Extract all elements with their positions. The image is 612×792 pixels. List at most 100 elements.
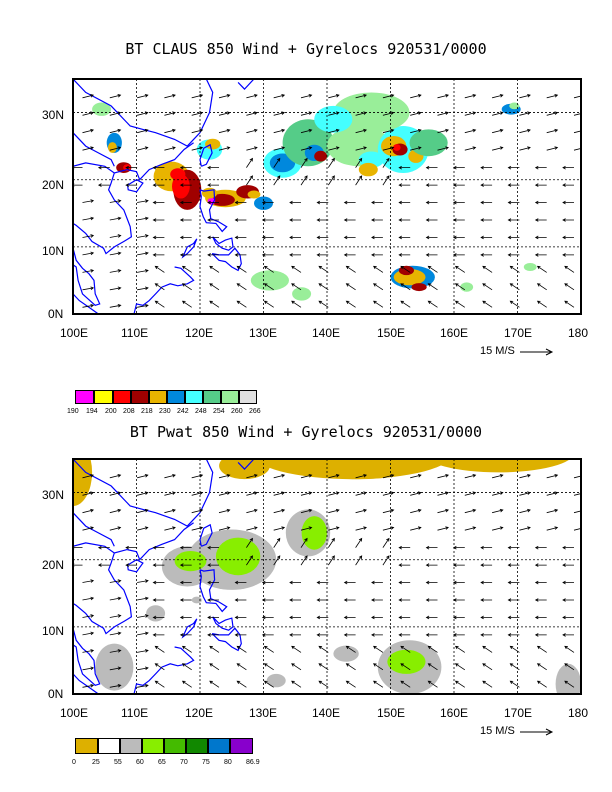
shaded-region <box>215 537 261 576</box>
wind-vector <box>125 545 138 550</box>
wind-vector <box>507 183 520 187</box>
wind-vector <box>564 680 575 688</box>
lon-label: 110E <box>121 706 149 720</box>
coastline <box>211 627 242 652</box>
wind-vector <box>534 200 547 205</box>
shaded-region <box>387 649 426 674</box>
wind-vector <box>300 175 308 186</box>
legend-swatch <box>186 738 208 754</box>
legend-label: 70 <box>180 759 188 766</box>
legend-label: 208 <box>123 408 135 415</box>
legend-swatch <box>142 738 164 754</box>
wind-vector <box>464 128 477 134</box>
wind-vector <box>328 111 340 116</box>
coastline <box>211 247 242 272</box>
wind-vector <box>109 146 122 151</box>
wind-vector <box>507 615 520 620</box>
wind-vector <box>327 175 335 186</box>
wind-vector <box>546 474 559 479</box>
wind-vector <box>534 183 547 187</box>
wind-vector <box>289 253 301 257</box>
wind-vector <box>355 491 368 496</box>
wind-vector <box>562 218 574 222</box>
wind-vector <box>236 645 247 653</box>
wind-vector <box>234 615 247 620</box>
panel2-field <box>73 459 581 694</box>
shaded-region <box>219 459 270 480</box>
wind-vector <box>207 218 219 222</box>
wind-vector <box>236 663 247 671</box>
wind-vector <box>82 304 95 308</box>
wind-vector <box>425 235 438 240</box>
legend-label: 60 <box>136 759 144 766</box>
wind-vector <box>97 563 110 567</box>
wind-vector <box>152 580 165 585</box>
wind-vector <box>246 157 253 168</box>
wind-vector <box>263 283 274 291</box>
wind-vector <box>382 537 390 548</box>
wind-vector <box>454 645 466 653</box>
wind-vector <box>480 545 493 550</box>
wind-vector <box>562 598 574 602</box>
wind-vector <box>300 128 313 134</box>
wind-vector <box>261 615 274 620</box>
wind-vector <box>246 94 258 99</box>
wind-vector <box>573 148 581 151</box>
wind-vector <box>82 269 95 273</box>
wind-vector <box>236 265 247 273</box>
wind-vector <box>82 491 95 496</box>
wind-vector <box>82 596 95 601</box>
wind-vector <box>398 615 411 620</box>
wind-vector <box>318 283 329 291</box>
wind-vector <box>207 235 219 240</box>
coastline <box>237 79 255 90</box>
wind-vector <box>573 113 581 116</box>
legend-label: 80 <box>224 759 232 766</box>
shaded-region <box>555 663 581 694</box>
wind-vector <box>179 598 192 602</box>
wind-vector <box>437 146 450 151</box>
wind-vector <box>152 253 165 257</box>
wind-vector <box>154 300 165 308</box>
wind-vector <box>125 165 138 170</box>
shaded-region <box>170 168 186 181</box>
legend-label: 248 <box>195 408 207 415</box>
wind-vector <box>191 508 204 514</box>
wind-vector <box>82 111 95 116</box>
shaded-region <box>411 283 427 292</box>
wind-vector <box>109 684 122 688</box>
wind-vector <box>400 265 411 273</box>
wind-vector <box>373 645 384 653</box>
wind-vector <box>382 491 395 496</box>
wind-vector <box>236 283 247 291</box>
lon-label: 110E <box>121 326 149 340</box>
legend-swatch <box>230 738 253 754</box>
lon-label: 100E <box>60 706 89 720</box>
wind-vector <box>328 491 340 496</box>
wind-vector <box>82 199 95 203</box>
wind-vector <box>246 128 258 134</box>
wind-vector <box>371 218 383 222</box>
wind-vector <box>371 580 383 585</box>
wind-vector <box>452 235 465 240</box>
wind-vector <box>154 265 165 273</box>
legend-swatch <box>164 738 186 754</box>
wind-vector <box>218 474 231 479</box>
shaded-region <box>205 138 221 150</box>
wind-vector <box>398 200 411 205</box>
wind-vector <box>164 474 176 479</box>
wind-vector <box>355 555 363 566</box>
wind-vector <box>427 645 438 653</box>
reference-vector-arrow <box>520 348 554 356</box>
wind-vector <box>562 563 574 567</box>
wind-vector <box>410 508 422 514</box>
wind-vector <box>97 165 110 170</box>
wind-vector <box>318 265 329 273</box>
wind-vector <box>154 645 165 653</box>
wind-vector <box>328 146 340 151</box>
wind-vector <box>562 183 574 187</box>
wind-vector <box>263 663 274 671</box>
wind-vector <box>427 283 438 291</box>
wind-vector <box>137 286 149 291</box>
coastline <box>73 293 99 314</box>
